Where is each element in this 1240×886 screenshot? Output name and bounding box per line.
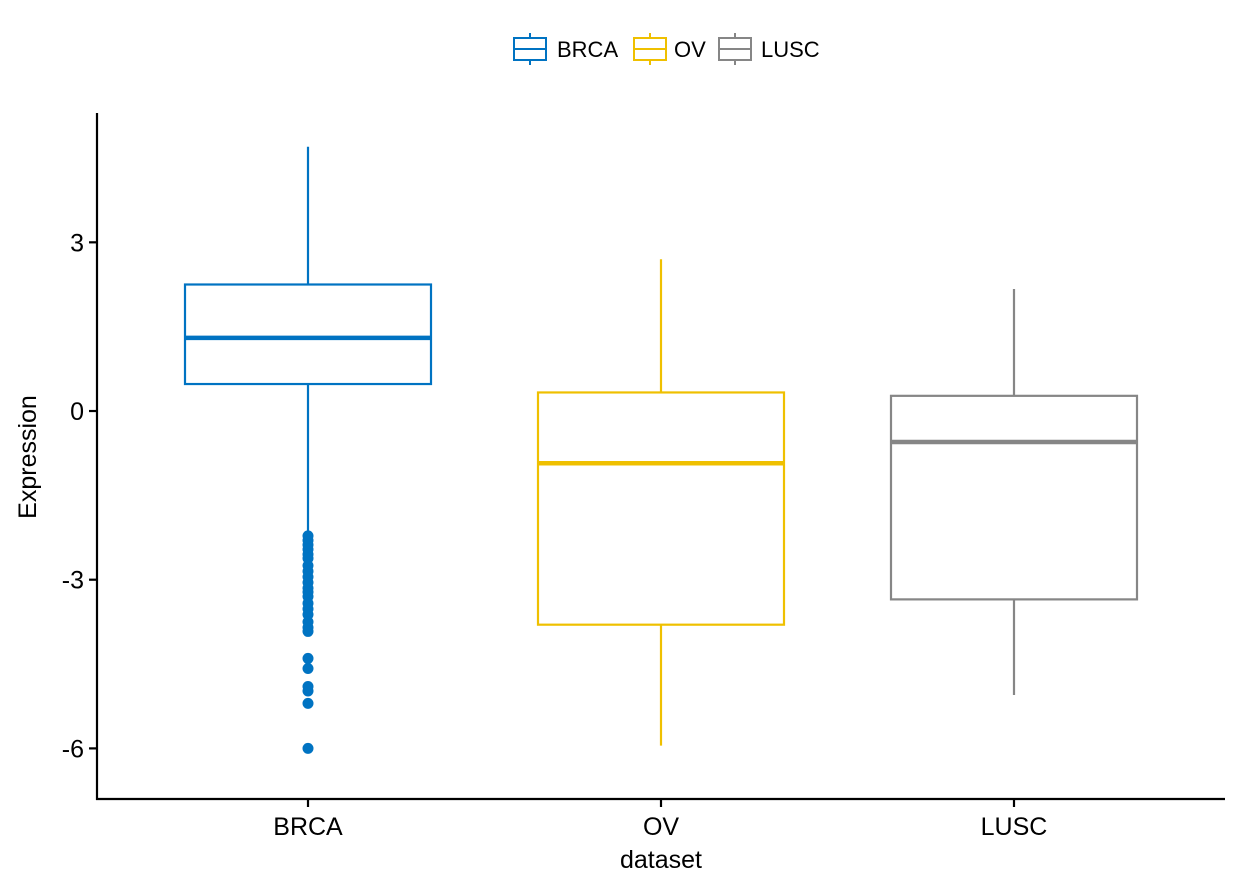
y-ticks: 3 0 -3 -6: [62, 229, 97, 763]
iqr-box: [183, 283, 433, 386]
legend-item-lusc: LUSC: [718, 33, 820, 65]
legend-key: [513, 33, 547, 65]
x-tick-label: LUSC: [981, 813, 1048, 841]
legend-key: [718, 33, 752, 65]
y-tick-label: -3: [62, 567, 84, 595]
x-tick-label: BRCA: [273, 813, 343, 841]
x-axis-title: dataset: [620, 846, 702, 874]
x-tick-label: OV: [643, 813, 679, 841]
x-ticks: BRCA OV LUSC: [273, 799, 1047, 841]
iqr-box: [889, 394, 1139, 601]
legend-key: [633, 33, 667, 65]
outlier-point: [302, 652, 314, 664]
box-ov: [536, 259, 786, 746]
outlier-point: [302, 742, 314, 754]
outlier-point: [302, 685, 314, 697]
y-tick-label: 0: [70, 398, 84, 426]
legend-item-ov: OV: [633, 33, 706, 65]
y-tick-label: -6: [62, 735, 84, 763]
box-brca: [183, 146, 433, 754]
legend-label: LUSC: [761, 37, 820, 62]
y-axis-title: Expression: [14, 395, 42, 519]
legend-label: BRCA: [557, 37, 618, 62]
legend-item-brca: BRCA: [513, 33, 618, 65]
plot-area: [183, 146, 1139, 754]
iqr-box: [536, 391, 786, 626]
outlier-point: [302, 663, 314, 675]
outlier-point: [302, 625, 314, 637]
box-lusc: [889, 288, 1139, 695]
y-tick-label: 3: [70, 229, 84, 257]
legend: BRCA OV LUSC: [513, 33, 820, 65]
outlier-point: [302, 697, 314, 709]
legend-label: OV: [674, 37, 706, 62]
